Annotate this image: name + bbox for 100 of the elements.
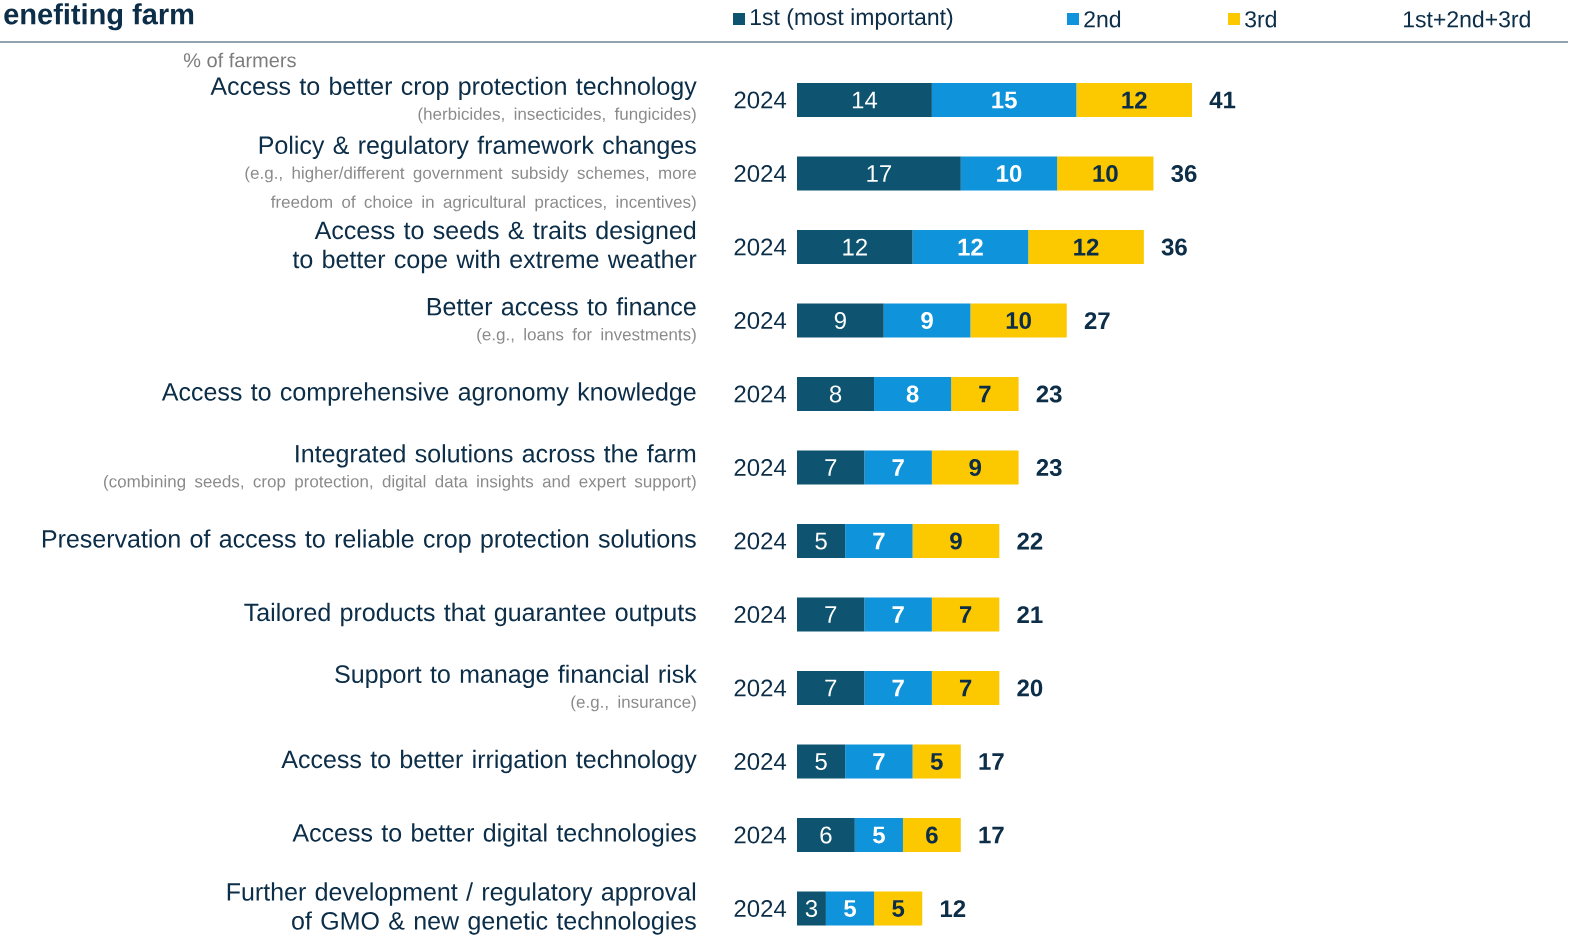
text: (e.g., insurance) [571, 695, 696, 712]
bar [845, 744, 913, 779]
bar [1057, 156, 1154, 191]
total-label: 21 [1017, 606, 1043, 623]
text: 2024 [734, 900, 787, 918]
text: (e.g., higher/different government subsidy schemes, more freedom of choice in agricultural practices, incentives) [245, 166, 696, 212]
data-label: 15 [992, 91, 1017, 109]
total-label: 23 [1036, 459, 1062, 477]
y-tick-label: Access to comprehensive agronomy knowledge [161, 382, 696, 406]
text: (combining seeds, crop protection, digital data insights and expert support) [104, 475, 696, 491]
bar [960, 156, 1058, 191]
y-tick-label: Better access to finance [427, 297, 696, 316]
data-label: 12 [1122, 91, 1147, 109]
bar [931, 671, 1000, 706]
text: 2024 [734, 606, 787, 624]
bar [797, 891, 826, 926]
data-label: 8 [906, 385, 919, 403]
data-label: 12 [843, 238, 867, 256]
bar [825, 891, 875, 926]
total-label: 12 [940, 900, 966, 917]
text: 2024 [734, 238, 787, 256]
data-label: 10 [1006, 312, 1031, 329]
total-label: 23 [1036, 385, 1062, 403]
total-label: 41 [1209, 91, 1236, 109]
data-label: 5 [815, 753, 827, 770]
y-tick-label: Access to seeds & traits designed to better cope with extreme weather [292, 220, 697, 274]
data-label: 9 [950, 532, 962, 550]
data-label: 12 [958, 238, 983, 256]
data-label: 10 [997, 165, 1022, 182]
bar [912, 230, 1029, 265]
text: 2024 [734, 826, 787, 844]
bar [1076, 83, 1193, 118]
data-label: 7 [825, 459, 837, 476]
bar [912, 524, 1000, 559]
data-label: 7 [979, 385, 991, 403]
y-tick-label: Support to manage financial risk [335, 664, 697, 689]
data-label: 7 [892, 606, 904, 623]
legend-label: 1st (most important) [750, 8, 953, 30]
data-label: 7 [825, 606, 837, 623]
total-label: 36 [1171, 165, 1197, 183]
text: 2024 [734, 385, 787, 403]
text: enefiting farm [4, 3, 194, 31]
bar [797, 597, 865, 632]
bar [797, 450, 865, 485]
data-label: 12 [1074, 238, 1099, 256]
bar [797, 744, 846, 779]
bar [970, 303, 1067, 338]
data-label: 3 [805, 900, 818, 918]
bar [912, 744, 961, 779]
total-label: 17 [979, 826, 1004, 844]
y-tick-label: Further development / regulatory approval of GMO & new genetic technologies [227, 882, 696, 935]
data-label: 5 [930, 753, 943, 770]
bar [902, 818, 961, 853]
legend-label: 2nd [1084, 10, 1121, 28]
bar [883, 303, 971, 338]
bar [951, 377, 1019, 412]
total-label: 17 [979, 753, 1004, 770]
data-label: 10 [1093, 165, 1118, 182]
bar [931, 450, 1019, 485]
y-tick-label: Tailored products that guarantee outputs [244, 602, 696, 627]
bar [931, 597, 1000, 632]
data-label: 9 [921, 312, 933, 329]
text: 2024 [734, 679, 787, 697]
text: 2024 [734, 532, 787, 550]
total-label: 22 [1017, 532, 1043, 550]
data-label: 5 [844, 900, 856, 917]
bar [874, 891, 923, 926]
text: (herbicides, insecticides, fungicides) [418, 107, 696, 124]
data-label: 5 [892, 900, 905, 917]
data-label: 6 [820, 826, 832, 844]
data-label: 7 [873, 753, 885, 770]
y-tick-label: Access to better crop protection technology [210, 76, 697, 100]
bar [797, 156, 961, 191]
bar [864, 450, 932, 485]
bar [797, 818, 855, 853]
bar [797, 524, 846, 559]
bar [864, 597, 932, 632]
bar [864, 671, 932, 706]
data-label: 5 [815, 532, 827, 550]
text: 2024 [734, 753, 787, 771]
data-label: 7 [825, 679, 837, 697]
bar [797, 230, 913, 265]
legend-label: 3rd [1245, 10, 1276, 28]
y-tick-label: Access to better irrigation technology [281, 749, 697, 774]
bar [1028, 230, 1144, 265]
data-label: 7 [959, 679, 972, 697]
text: (e.g., loans for investments) [477, 328, 696, 344]
text: % of farmers [183, 52, 296, 68]
data-label: 8 [829, 385, 842, 403]
bar [797, 377, 875, 412]
data-label: 9 [969, 459, 982, 476]
total-label: 27 [1084, 312, 1110, 329]
text: 2024 [734, 91, 787, 109]
text: 1st+2nd+3rd [1403, 10, 1530, 28]
y-tick-label: Policy & regulatory framework changes [259, 135, 696, 159]
data-label: 9 [834, 312, 846, 329]
total-label: 20 [1017, 679, 1043, 697]
data-label: 6 [926, 826, 938, 844]
data-label: 7 [892, 459, 904, 476]
bar [797, 83, 932, 118]
